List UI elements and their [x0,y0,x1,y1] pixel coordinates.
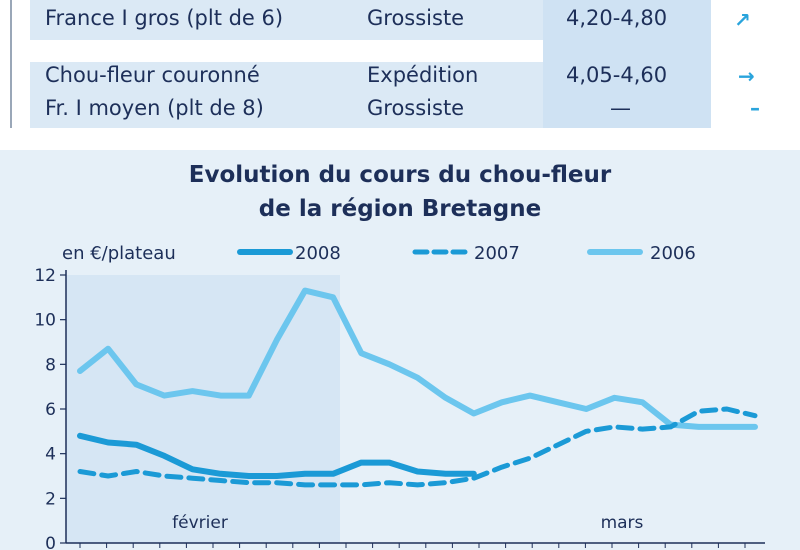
y-tick-label: 12 [34,266,56,286]
price-column [543,0,711,128]
row-stage: Expédition [367,63,479,87]
row-price: 4,20-4,80 [566,6,668,30]
table-row-band-2 [30,62,546,128]
y-tick-label: 10 [34,311,56,331]
trend-flat-icon: → [738,64,755,88]
legend-label-2007: 2007 [474,243,520,264]
series-line-2006 [77,287,758,430]
row-price: 4,05-4,60 [566,63,668,87]
y-tick-label: 4 [45,445,56,465]
table-row-band-1 [30,0,546,40]
price-table: France I gros (plt de 6) Grossiste 4,20-… [0,0,800,128]
row-product: France I gros (plt de 6) [45,6,284,30]
series-line-2008 [77,432,477,479]
legend-label-2008: 2008 [295,243,341,264]
trend-up-icon: ↗ [734,8,751,32]
y-tick-label: 0 [45,534,56,550]
row-price: — [610,96,631,120]
chart-title-line1: Evolution du cours du chou-fleur [188,162,612,188]
y-tick-label: 8 [45,355,56,375]
trend-column [712,0,772,128]
chart-title-line2: de la région Bretagne [258,196,542,222]
chart-title: Evolution du cours du chou-fleur de la r… [0,158,800,226]
trend-none-icon: – [750,96,760,120]
y-tick-label: 6 [45,400,56,420]
month-label-march: mars [601,513,644,533]
row-product: Chou-fleur couronné [45,63,260,87]
series-line-2007 [77,406,758,488]
y-axis-label: en €/plateau [62,243,176,264]
y-tick-label: 2 [45,489,56,509]
row-stage: Grossiste [367,6,465,30]
legend-label-2006: 2006 [650,243,696,264]
row-product: Fr. I moyen (plt de 8) [45,96,264,120]
month-label-february: février [172,513,228,533]
row-stage: Grossiste [367,96,465,120]
table-left-rule [10,0,12,128]
february-band [66,275,340,543]
